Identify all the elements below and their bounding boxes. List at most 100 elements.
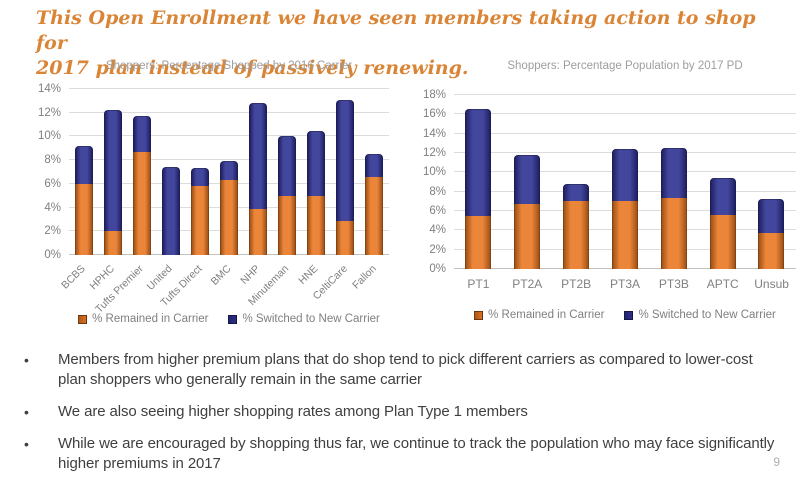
plot-area <box>69 88 389 255</box>
bullet-item: Members from higher premium plans that d… <box>22 350 778 390</box>
segment-switched <box>132 116 151 152</box>
segment-remained <box>563 201 590 269</box>
legend: % Remained in Carrier % Switched to New C… <box>454 309 796 321</box>
y-tick-label: 8% <box>429 185 446 198</box>
legend-swatch-icon <box>228 314 238 324</box>
legend-label: % Remained in Carrier <box>488 309 605 321</box>
x-tick-label: PT3A <box>601 269 650 291</box>
bar-bmc <box>219 89 238 255</box>
segment-remained <box>190 186 209 255</box>
segment-switched <box>563 183 590 202</box>
segment-switched <box>514 154 541 205</box>
bar-pt1 <box>465 95 492 269</box>
y-tick-label: 12% <box>422 147 446 160</box>
bar-aptc <box>709 95 736 269</box>
segment-switched <box>219 161 238 181</box>
y-tick-label: 4% <box>44 201 61 214</box>
segment-remained <box>103 231 122 255</box>
gridline <box>454 113 796 115</box>
segment-switched <box>249 103 267 209</box>
segment-remained <box>611 201 638 269</box>
x-tick-label-text: PT3B <box>658 277 689 291</box>
legend-item-remained: % Remained in Carrier <box>78 313 208 325</box>
y-tick-label: 8% <box>44 154 61 167</box>
bar-unsub <box>758 95 785 269</box>
plot-area <box>454 94 796 269</box>
x-tick-label-text: PT3A <box>610 277 641 291</box>
segment-switched <box>709 178 736 215</box>
legend-label: % Remained in Carrier <box>92 313 209 325</box>
bar-pt3a <box>611 95 638 269</box>
legend-label: % Switched to New Carrier <box>638 309 776 321</box>
segment-switched <box>307 130 326 196</box>
y-tick-label: 2% <box>44 225 61 238</box>
x-tick-label-text: PT2B <box>561 277 592 291</box>
gridline <box>69 159 389 161</box>
bar-hphc <box>103 89 122 255</box>
segment-remained <box>336 220 355 255</box>
segment-remained <box>465 215 492 269</box>
x-tick-label: PT1 <box>454 269 503 291</box>
x-axis-labels: BCBS HPHC Tufts Premier United Tufts Direct B… <box>59 255 389 316</box>
segment-remained <box>278 195 297 255</box>
bar-united <box>161 89 180 255</box>
gridline <box>69 135 389 137</box>
x-tick-label-text: APTC <box>706 277 739 291</box>
gridline <box>69 88 389 89</box>
chart-shopped-by-2016-carrier: Shoppers: Percentage Shopped by 2016 Car… <box>25 60 389 325</box>
x-tick-label-text: BCBS <box>59 262 88 292</box>
segment-switched <box>103 110 122 232</box>
segment-switched <box>74 145 93 184</box>
legend-swatch-icon <box>78 314 88 324</box>
x-tick-label: PT3B <box>649 269 698 291</box>
bullet-text: Members from higher premium plans that d… <box>58 351 753 388</box>
y-tick-label: 2% <box>429 243 446 256</box>
bullet-item: While we are encouraged by shopping thus… <box>22 434 778 474</box>
bullet-item: We are also seeing higher shopping rates… <box>22 402 778 422</box>
segment-switched <box>660 148 687 199</box>
chart-title: Shoppers: Percentage Population by 2017 … <box>507 60 743 72</box>
x-tick-label-text: Unsub <box>754 277 789 291</box>
legend: % Remained in Carrier % Switched to New C… <box>69 313 389 325</box>
y-tick-label: 18% <box>422 89 446 101</box>
legend-swatch-icon <box>474 310 484 320</box>
x-axis-labels: PT1 PT2A PT2B PT3A PT3B APTC Unsub <box>454 269 796 291</box>
legend-swatch-icon <box>624 310 634 320</box>
slide-title: This Open Enrollment we have seen member… <box>36 6 776 81</box>
segment-remained <box>132 151 151 255</box>
segment-remained <box>709 214 736 269</box>
gridline <box>454 94 796 95</box>
segment-switched <box>278 136 297 196</box>
segment-remained <box>74 183 93 255</box>
segment-switched <box>161 167 180 255</box>
segment-remained <box>249 208 267 255</box>
legend-item-switched: % Switched to New Carrier <box>624 309 776 321</box>
segment-switched <box>190 168 209 187</box>
bar-pt2b <box>563 95 590 269</box>
bars <box>69 89 389 255</box>
x-tick-label: PT2A <box>503 269 552 291</box>
bullet-text: While we are encouraged by shopping thus… <box>58 435 775 472</box>
segment-switched <box>758 199 785 234</box>
segment-switched <box>611 149 638 202</box>
bars <box>454 95 796 269</box>
y-tick-label: 0% <box>429 263 446 275</box>
bar-pt3b <box>660 95 687 269</box>
y-axis: 0% 2% 4% 6% 8% 10% 12% 14% <box>25 83 69 261</box>
bullet-list: Members from higher premium plans that d… <box>22 350 778 477</box>
bar-pt2a <box>514 95 541 269</box>
x-tick-label: Unsub <box>747 269 796 291</box>
x-tick-label-text: PT1 <box>467 277 490 291</box>
segment-remained <box>365 176 384 255</box>
x-tick-label: Fallon <box>350 255 389 305</box>
segment-remained <box>758 233 785 269</box>
bullet-text: We are also seeing higher shopping rates… <box>58 403 528 420</box>
bar-hne <box>307 89 326 255</box>
segment-remained <box>219 180 238 255</box>
segment-remained <box>307 195 326 255</box>
y-tick-label: 10% <box>37 130 61 143</box>
bar-minuteman <box>278 89 297 255</box>
bar-celticare <box>336 89 355 255</box>
x-tick-label: PT2B <box>552 269 601 291</box>
